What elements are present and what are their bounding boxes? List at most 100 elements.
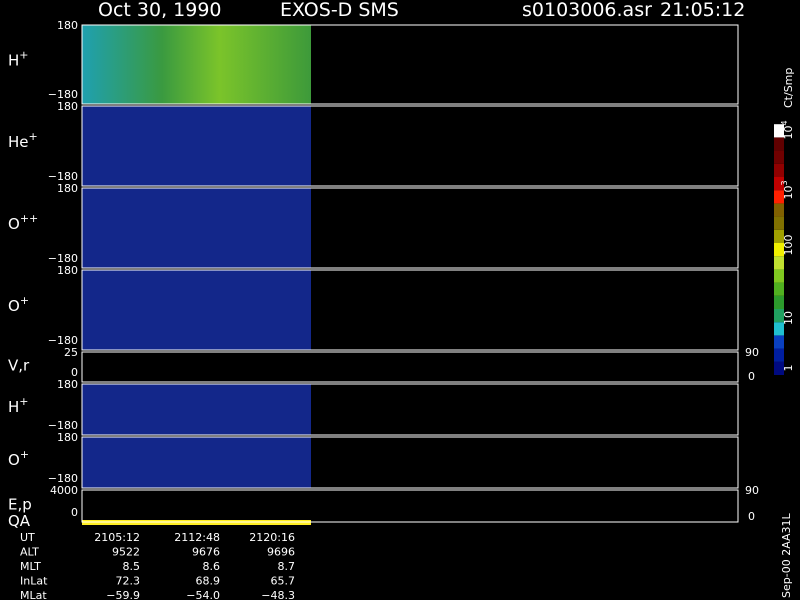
panel-label: H+	[8, 395, 29, 416]
panel-label: E,p	[8, 495, 32, 513]
colorbar-label: 100	[782, 235, 795, 256]
tick-base: 10	[782, 186, 795, 200]
colorbar-cell	[774, 335, 784, 349]
panel-label-2: QA	[8, 512, 31, 530]
tick-base: 10	[782, 311, 795, 325]
spectrogram	[82, 106, 311, 186]
axis-bottom: −180	[48, 88, 78, 101]
spectrogram	[82, 25, 311, 104]
charge: +	[19, 395, 28, 408]
charge: +	[29, 130, 38, 143]
colorbar-cell	[774, 163, 784, 177]
footer-cell: 2120:16	[249, 531, 295, 544]
spectrogram	[82, 270, 311, 350]
footer-cell: MLT	[20, 560, 41, 573]
colorbar-cell	[774, 243, 784, 257]
colorbar-cell	[774, 348, 784, 362]
panel-frame	[81, 24, 739, 105]
colorbar-label: 103	[780, 180, 795, 199]
footer-cell: 9522	[112, 546, 140, 559]
panel-frame	[81, 489, 739, 523]
tick-base: 100	[782, 235, 795, 256]
charge: +	[19, 49, 28, 62]
colorbar-cell	[774, 190, 784, 204]
axis-bottom: −180	[48, 472, 78, 485]
ion: H	[8, 398, 19, 416]
footer-cell: MLat	[20, 589, 47, 600]
colorbar-cell	[774, 361, 784, 375]
spectrogram	[82, 188, 311, 268]
panel-frame	[81, 383, 739, 436]
charge: ++	[20, 212, 38, 225]
colorbar-unit: Ct/Smp	[782, 68, 795, 108]
ion: He	[8, 133, 29, 151]
stamp: Sep-00 2AA31L	[780, 512, 793, 598]
ion: V,r	[8, 357, 30, 375]
colorbar-cell	[774, 269, 784, 283]
colorbar-label: 10	[782, 311, 795, 325]
colorbar-cell	[774, 256, 784, 270]
charge: +	[20, 294, 29, 307]
colorbar-label: 1	[782, 365, 795, 372]
axis-right-bottom: 0	[748, 510, 755, 523]
axis-top: 180	[57, 378, 78, 391]
axis-top: 180	[57, 182, 78, 195]
date: Oct 30, 1990	[98, 0, 222, 21]
panel-label: He+	[8, 130, 38, 151]
ion: O	[8, 451, 20, 469]
ion: H	[8, 52, 19, 70]
ion: O	[8, 215, 20, 233]
panel-label: H+	[8, 49, 29, 70]
panel-frame	[81, 187, 739, 269]
axis-top: 180	[57, 100, 78, 113]
footer-cell: 2105:12	[94, 531, 140, 544]
footer-cell: 8.7	[278, 560, 296, 573]
axis-top: 180	[57, 431, 78, 444]
ion: O	[8, 297, 20, 315]
axis-bottom: −180	[48, 252, 78, 265]
footer-cell: 2112:48	[174, 531, 220, 544]
footer-cell: −48.3	[261, 589, 295, 600]
instrument: EXOS-D SMS	[280, 0, 399, 21]
footer-cell: −54.0	[186, 589, 220, 600]
footer-cell: −59.9	[106, 589, 140, 600]
tick-exp: 3	[780, 180, 789, 185]
footer-cell: 8.6	[203, 560, 221, 573]
panel-frame	[81, 105, 739, 187]
time: 21:05:12	[660, 0, 745, 21]
colorbar-cell	[774, 229, 784, 243]
colorbar-cell	[774, 124, 784, 138]
spectrogram	[82, 437, 311, 488]
charge: +	[20, 448, 29, 461]
tick-exp: 4	[780, 120, 789, 125]
tick-base: 10	[782, 126, 795, 140]
colorbar-cell	[774, 295, 784, 309]
axis-right-bottom: 0	[748, 370, 755, 383]
axis-top: 180	[57, 264, 78, 277]
spectrogram	[82, 384, 311, 435]
colorbar-cell	[774, 137, 784, 151]
axis-right-top: 90	[745, 346, 759, 359]
footer-cell: InLat	[20, 575, 48, 588]
colorbar-label: 104	[780, 120, 795, 139]
axis-bottom: −180	[48, 419, 78, 432]
footer-cell: 9696	[267, 546, 295, 559]
axis-bottom: −180	[48, 170, 78, 183]
axis-right-top: 90	[745, 484, 759, 497]
axis-top: 180	[57, 19, 78, 32]
footer-cell: 8.5	[123, 560, 141, 573]
panel-label: V,r	[8, 357, 30, 375]
file: s0103006.asr	[522, 0, 652, 21]
colorbar-cell	[774, 216, 784, 230]
footer-cell: 65.7	[271, 575, 296, 588]
axis-bottom: −180	[48, 334, 78, 347]
colorbar-cell	[774, 203, 784, 217]
axis-bottom: 0	[71, 366, 78, 379]
panel-frame	[81, 269, 739, 351]
footer-cell: 72.3	[116, 575, 141, 588]
axis-top: 4000	[50, 484, 78, 497]
footer-cell: UT	[20, 531, 35, 544]
panel-label: O+	[8, 294, 29, 315]
colorbar-cell	[774, 177, 784, 191]
